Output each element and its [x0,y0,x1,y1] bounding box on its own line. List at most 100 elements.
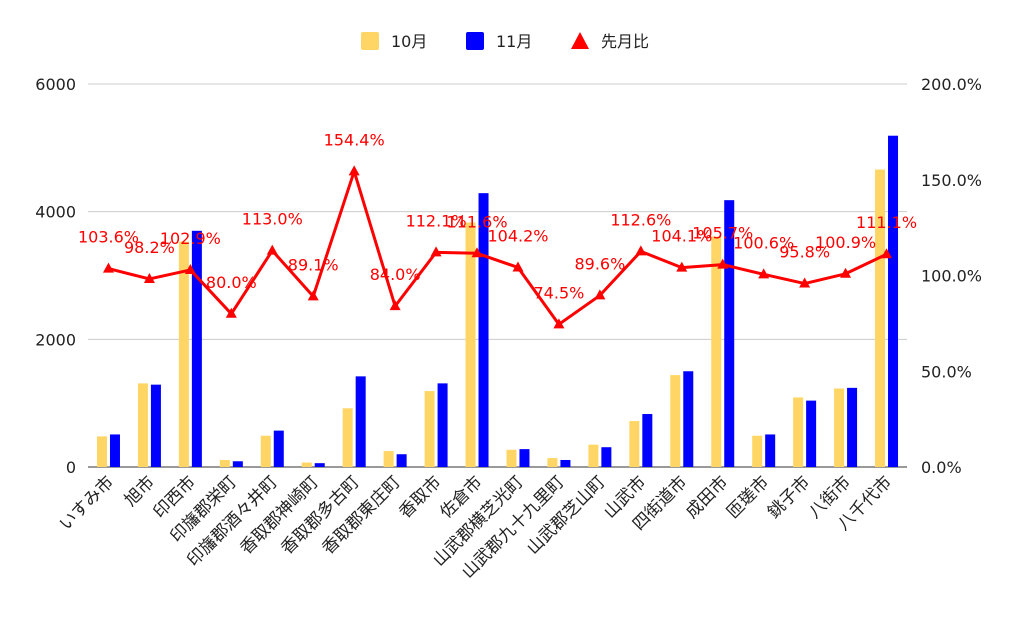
bar-10月 [588,444,599,467]
bar-11月 [150,384,161,467]
bar-10月 [424,391,435,467]
x-tick-label: 香取市 [395,472,445,522]
bar-11月 [109,434,120,467]
bar-11月 [273,430,284,467]
bar-11月 [888,135,899,467]
data-label-先月比: 102.9% [160,229,221,248]
y-right-tick-label: 0.0% [921,458,962,477]
marker-先月比 [430,246,442,257]
bar-11月 [519,449,530,467]
bar-10月 [793,397,804,467]
x-tick-label: 成田市 [682,472,732,522]
bar-10月 [875,169,886,467]
data-label-先月比: 89.1% [288,255,339,274]
marker-先月比 [758,268,770,279]
marker-先月比 [307,290,319,301]
bar-11月 [437,383,448,467]
data-label-先月比: 74.5% [534,283,585,302]
data-label-先月比: 100.9% [815,233,876,252]
marker-先月比 [553,318,565,329]
data-label-先月比: 111.1% [856,213,917,232]
bar-11月 [355,376,366,467]
marker-先月比 [676,261,688,272]
bar-11月 [642,414,653,467]
y-right-tick-label: 150.0% [921,171,982,190]
marker-先月比 [184,263,196,274]
line-先月比 [108,169,888,326]
x-tick-label: 匝瑳市 [723,472,773,522]
y-left-tick-label: 0 [66,458,76,477]
data-label-先月比: 112.6% [610,210,671,229]
marker-先月比 [717,258,729,269]
y-right-tick-label: 200.0% [921,75,982,94]
data-label-先月比: 84.0% [370,265,421,284]
marker-先月比 [840,267,852,278]
data-label-先月比: 111.6% [447,212,508,231]
legend-label: 11月 [496,32,532,51]
y-right-tick-label: 100.0% [921,267,982,286]
bar-11月 [191,230,202,467]
marker-先月比 [143,272,155,283]
bar-11月 [232,461,243,467]
data-label-先月比: 95.8% [779,243,830,262]
marker-先月比 [266,244,278,255]
bar-11月 [765,434,776,467]
bar-11月 [847,387,858,467]
bar-10月 [465,222,476,467]
bar-11月 [683,371,694,467]
marker-先月比 [389,300,401,311]
legend-label: 先月比 [601,32,649,51]
data-label-先月比: 112.1% [406,211,467,230]
bar-10月 [670,375,681,467]
data-label-先月比: 113.0% [242,210,303,229]
marker-先月比 [512,261,524,272]
bar-10月 [137,383,148,467]
data-label-先月比: 105.7% [692,224,753,243]
marker-先月比 [799,277,811,288]
bar-10月 [506,449,517,467]
marker-先月比 [594,289,606,300]
bar-10月 [342,408,353,467]
marker-先月比 [225,307,237,318]
bar-11月 [314,463,325,467]
bar-11月 [560,459,571,467]
legend-swatch [466,32,484,50]
legend-swatch [571,32,589,49]
bar-10月 [301,462,312,467]
marker-先月比 [881,248,893,259]
legend-swatch [361,32,379,50]
y-right-tick-label: 50.0% [921,362,972,381]
data-label-先月比: 98.2% [124,238,175,257]
bar-11月 [601,447,612,467]
bar-10月 [547,458,558,467]
bar-11月 [478,193,489,467]
bar-10月 [834,388,845,467]
bar-10月 [711,236,722,467]
x-tick-label: いすみ市 [56,472,118,534]
bar-10月 [219,459,230,467]
x-tick-label: 銚子市 [764,472,814,522]
data-label-先月比: 89.6% [574,254,625,273]
bar-10月 [383,451,394,467]
data-label-先月比: 100.6% [733,233,794,252]
marker-先月比 [102,262,114,273]
bar-11月 [396,454,407,467]
bar-10月 [96,436,107,467]
bar-11月 [724,200,735,467]
bar-10月 [260,435,271,467]
y-left-tick-label: 6000 [35,75,76,94]
legend-label: 10月 [391,32,427,51]
bar-10月 [178,241,189,467]
y-left-tick-label: 4000 [35,203,76,222]
data-label-先月比: 80.0% [206,273,257,292]
y-left-tick-label: 2000 [35,330,76,349]
marker-先月比 [635,245,647,256]
data-label-先月比: 154.4% [324,130,385,149]
bar-11月 [806,400,817,467]
data-label-先月比: 103.6% [78,228,139,247]
bar-10月 [629,421,640,467]
marker-先月比 [471,247,483,258]
bar-10月 [752,435,763,467]
